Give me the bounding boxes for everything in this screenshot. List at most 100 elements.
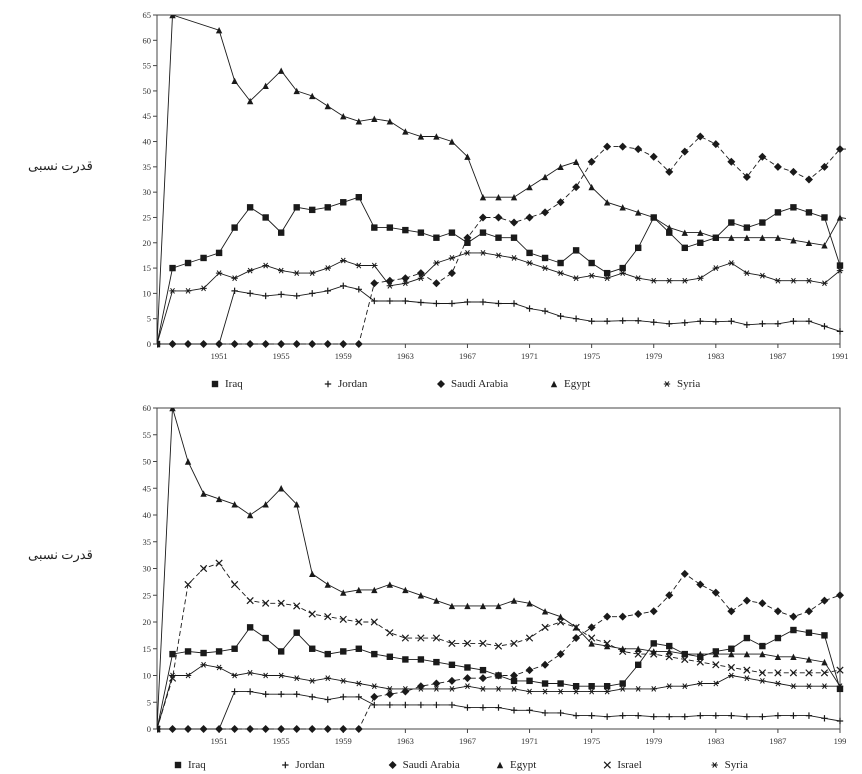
- bottom-point-saudi-arabia-1977: [618, 612, 627, 621]
- top-point-iraq-1984: [728, 219, 735, 226]
- bottom-point-iraq-1952: [231, 645, 238, 652]
- top-point-syria-1982: [697, 275, 704, 282]
- top-point-jordan-1978: [635, 317, 642, 324]
- bottom-point-saudi-arabia-1985: [742, 596, 751, 605]
- bottom-point-jordan-1977: [619, 712, 626, 719]
- top-point-iraq-1957: [309, 206, 316, 214]
- chart-bottom: 0 5 10 15 20 25 30 35 40 45 50 55 60 1951 1955 1959 1963…: [143, 403, 847, 771]
- top-point-egypt-1953: [246, 97, 254, 105]
- bottom-point-syria-1975: [588, 688, 595, 695]
- bottom-point-iraq-1954: [262, 634, 269, 642]
- bottom-point-saudi-arabia-1974: [572, 634, 581, 643]
- top-point-saudi-arabia-1988: [789, 167, 798, 176]
- bottom-point-syria-1966: [448, 685, 456, 692]
- bottom-point-israel-1984: [727, 663, 735, 672]
- bottom-series-saudi-arabia: [157, 569, 844, 733]
- top-legend: Iraq Jordan Saudi Arabia Egypt Syria: [211, 378, 700, 390]
- bottom-point-egypt-1957: [309, 570, 316, 578]
- bottom-point-egypt-1967: [464, 602, 471, 610]
- top-legend-item-jordan: Jordan: [324, 378, 368, 390]
- top-point-saudi-arabia-1977: [618, 142, 627, 151]
- bottom-point-israel-1967: [463, 639, 472, 648]
- bottom-point-saudi-arabia-1988: [789, 612, 798, 621]
- top-point-syria-1947: [157, 341, 161, 347]
- bottom-point-iraq-1972: [541, 680, 549, 687]
- bottom-point-egypt-1986: [759, 650, 766, 658]
- bottom-legend-item-egypt: Egypt: [496, 759, 536, 771]
- top-point-jordan-1972: [541, 307, 549, 315]
- bottom-point-saudi-arabia-1970: [510, 671, 519, 680]
- bottom-point-syria-1959: [340, 677, 347, 684]
- top-point-syria-1964: [417, 275, 425, 282]
- bottom-point-israel-1962: [386, 629, 394, 637]
- top-point-iraq-1973: [557, 259, 564, 267]
- bottom-point-jordan-1978: [635, 712, 642, 719]
- bottom-point-israel-1954: [262, 599, 270, 607]
- bottom-point-israel-1974: [572, 623, 580, 631]
- bottom-point-jordan-1968: [479, 704, 487, 711]
- top-point-jordan-1988: [790, 318, 797, 325]
- bottom-point-iraq-1960: [355, 645, 362, 652]
- bottom-point-saudi-arabia-1967: [463, 674, 472, 683]
- top-point-iraq-1988: [790, 204, 797, 211]
- top-point-syria-1973: [557, 270, 564, 277]
- bottom-point-syria-1984: [728, 672, 735, 679]
- bottom-point-syria-1961: [371, 683, 378, 690]
- bottom-point-egypt-1972: [541, 608, 549, 615]
- bottom-point-egypt-1952: [231, 501, 238, 508]
- bottom-point-jordan-1987: [774, 712, 782, 719]
- bottom-point-syria-1976: [603, 688, 611, 695]
- bottom-point-egypt-1948: [169, 408, 176, 412]
- bottom-point-saudi-arabia-1949: [184, 725, 193, 733]
- bottom-point-israel-1972: [541, 623, 549, 631]
- top-point-saudi-arabia-1975: [587, 157, 596, 166]
- top-point-egypt-1961: [371, 115, 378, 122]
- top-point-egypt-1985: [743, 234, 751, 241]
- bottom-point-syria-1980: [666, 683, 673, 690]
- bottom-ytick-label-45: 45: [143, 483, 152, 493]
- bottom-point-israel-1990: [820, 669, 829, 677]
- bottom-point-egypt-1973: [557, 613, 564, 620]
- top-point-syria-1959: [340, 257, 347, 264]
- top-ytick-label-50: 50: [143, 86, 152, 96]
- top-ytick-label-65: 65: [143, 10, 152, 20]
- bottom-ytick-label-30: 30: [143, 564, 152, 574]
- bottom-series-egypt: [157, 408, 844, 733]
- bottom-legend-marker-jordan: [282, 761, 289, 769]
- bottom-point-saudi-arabia-1971: [525, 666, 534, 675]
- bottom-point-iraq-1950: [200, 649, 207, 657]
- bottom-point-jordan-1985: [743, 713, 751, 720]
- top-point-syria-1951: [215, 270, 223, 277]
- bottom-xtick-label-1975: 1975: [583, 736, 600, 746]
- bottom-point-israel-1981: [681, 655, 689, 664]
- top-point-saudi-arabia-1948: [168, 340, 177, 348]
- bottom-point-israel-1959: [339, 615, 347, 623]
- top-point-iraq-1951: [215, 249, 223, 257]
- bottom-point-saudi-arabia-1951: [215, 725, 224, 733]
- top-line-egypt: [157, 15, 846, 345]
- bottom-point-jordan-1969: [495, 704, 502, 711]
- top-point-syria-1961: [371, 262, 378, 269]
- bottom-point-syria-1967: [464, 683, 471, 690]
- bottom-point-iraq-1977: [619, 680, 626, 687]
- top-xtick-label-1971: 1971: [521, 351, 538, 361]
- top-xtick-label-1991: 1991: [832, 351, 849, 361]
- bottom-point-jordan-1991: [836, 717, 844, 725]
- bottom-point-syria-1947: [157, 726, 161, 732]
- bottom-point-syria-1985: [743, 675, 751, 682]
- bottom-point-egypt-1955: [277, 485, 285, 492]
- top-point-egypt-1989: [805, 239, 813, 246]
- top-point-saudi-arabia-1980: [665, 167, 674, 176]
- top-point-saudi-arabia-1962: [385, 276, 394, 285]
- top-line-syria: [157, 252, 841, 345]
- top-point-syria-1986: [759, 272, 766, 279]
- top-point-egypt-1987: [774, 234, 782, 241]
- top-xtick-label-1955: 1955: [273, 351, 290, 361]
- bottom-ytick-label-50: 50: [143, 457, 152, 467]
- top-point-egypt-1952: [231, 77, 238, 84]
- bottom-series-israel: [157, 559, 844, 733]
- bottom-point-saudi-arabia-1982: [696, 580, 705, 589]
- top-point-saudi-arabia-1970: [510, 218, 519, 227]
- top-point-saudi-arabia-1955: [277, 340, 286, 348]
- top-legend-marker-syria: [663, 381, 671, 387]
